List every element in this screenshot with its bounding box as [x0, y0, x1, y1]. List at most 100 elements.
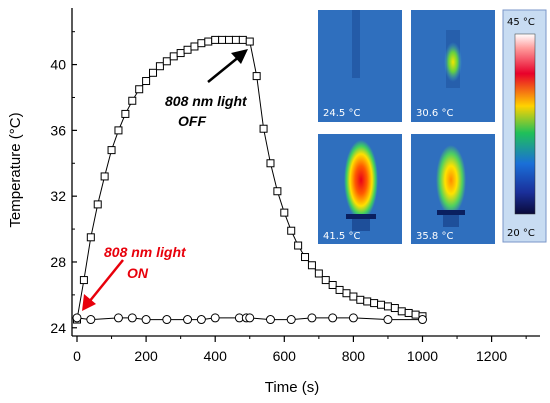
- y-axis-title: Temperature (°C): [7, 112, 24, 227]
- data-point-square: [377, 300, 386, 309]
- data-point-square: [218, 35, 227, 44]
- data-point-square: [128, 96, 137, 105]
- annotation-off-line1: 808 nm light: [165, 93, 248, 109]
- data-point-square: [245, 37, 254, 46]
- data-point-square: [321, 276, 330, 285]
- data-point-circle: [307, 313, 317, 323]
- data-point-square: [190, 42, 199, 51]
- data-point-square: [204, 37, 213, 46]
- data-point-square: [155, 62, 164, 71]
- data-point-square: [328, 281, 337, 290]
- data-point-square: [280, 208, 289, 217]
- x-tick-label: 1000: [407, 348, 438, 364]
- y-ticks: 24 28 32 36 40: [50, 31, 77, 336]
- thermal-label-2: 30.6 °C: [416, 108, 453, 119]
- data-point-square: [86, 233, 95, 242]
- data-point-circle: [127, 313, 137, 323]
- x-tick-label: 200: [134, 348, 158, 364]
- data-point-circle: [113, 313, 123, 323]
- data-point-square: [307, 261, 316, 270]
- data-point-square: [252, 72, 261, 81]
- data-point-square: [176, 49, 185, 58]
- data-point-square: [135, 85, 144, 94]
- data-point-square: [197, 39, 206, 48]
- x-tick-label: 0: [73, 348, 81, 364]
- data-point-square: [370, 299, 379, 308]
- x-tick-label: 400: [204, 348, 228, 364]
- data-point-square: [390, 304, 399, 313]
- plot-area: 24 28 32 36 40 0 200 400 600 800 1000 1200: [50, 8, 540, 364]
- data-point-square: [225, 35, 234, 44]
- data-point-square: [162, 57, 171, 66]
- data-point-square: [411, 310, 420, 319]
- data-point-circle: [183, 315, 193, 325]
- color-scale-max-label: 45 °C: [507, 17, 535, 28]
- thermal-label-4: 35.8 °C: [416, 231, 453, 242]
- data-point-square: [100, 172, 109, 181]
- data-point-square: [149, 68, 158, 77]
- data-point-square: [121, 109, 130, 118]
- data-point-square: [314, 269, 323, 278]
- data-point-square: [238, 35, 247, 44]
- x-ticks: 0 200 400 600 800 1000 1200: [73, 336, 527, 364]
- x-tick-label: 800: [342, 348, 366, 364]
- y-tick-label: 28: [50, 254, 66, 270]
- data-point-square: [169, 52, 178, 61]
- annotation-light-off: 808 nm light OFF: [165, 49, 248, 129]
- data-point-circle: [383, 315, 393, 325]
- annotation-light-on: 808 nm light ON: [82, 244, 187, 311]
- annotation-on-arrowhead: [82, 294, 96, 311]
- data-point-circle: [72, 313, 82, 323]
- annotation-on-line1: 808 nm light: [104, 244, 187, 260]
- series-markers: [72, 35, 427, 325]
- annotation-on-line2: ON: [127, 265, 149, 281]
- data-point-square: [363, 297, 372, 306]
- thermal-label-1: 24.5 °C: [323, 108, 360, 119]
- x-axis-title: Time (s): [265, 379, 319, 396]
- data-point-square: [349, 292, 358, 301]
- y-tick-label: 24: [50, 320, 66, 336]
- data-point-circle: [162, 315, 172, 325]
- data-point-square: [231, 35, 240, 44]
- data-point-circle: [286, 315, 296, 325]
- data-point-square: [273, 187, 282, 196]
- data-point-square: [397, 307, 406, 316]
- x-tick-label: 600: [273, 348, 297, 364]
- data-point-square: [383, 302, 392, 311]
- data-point-square: [342, 289, 351, 298]
- annotation-off-line2: OFF: [178, 113, 206, 129]
- thermal-image-2: 30.6 °C: [411, 10, 495, 122]
- x-tick-label: 1200: [476, 348, 507, 364]
- thermal-image-1: 24.5 °C: [318, 10, 402, 122]
- data-point-circle: [418, 315, 427, 325]
- y-tick-label: 32: [50, 188, 66, 204]
- data-point-square: [79, 276, 88, 285]
- data-point-square: [335, 285, 344, 294]
- data-point-square: [259, 124, 268, 133]
- data-point-square: [301, 253, 310, 262]
- data-point-square: [114, 126, 123, 135]
- y-tick-label: 36: [50, 122, 66, 138]
- annotation-on-arrow: [88, 259, 124, 303]
- data-point-square: [183, 45, 192, 54]
- data-point-circle: [328, 313, 338, 323]
- data-point-circle: [196, 315, 206, 325]
- data-point-circle: [86, 315, 96, 325]
- data-point-square: [142, 77, 151, 86]
- data-point-circle: [141, 315, 151, 325]
- thermal-image-4: 35.8 °C: [411, 134, 495, 244]
- thermal-label-3: 41.5 °C: [323, 231, 360, 242]
- data-point-square: [356, 295, 365, 304]
- data-point-square: [93, 200, 102, 209]
- y-tick-label: 40: [50, 57, 66, 73]
- data-point-circle: [265, 315, 275, 325]
- color-scale: 45 °C 20 °C: [502, 9, 547, 243]
- annotation-off-arrow: [207, 55, 241, 83]
- annotation-off-arrowhead: [231, 49, 248, 64]
- data-point-square: [107, 146, 116, 155]
- thermal-image-3: 41.5 °C: [318, 134, 402, 244]
- data-point-square: [404, 308, 413, 317]
- data-point-square: [287, 226, 296, 235]
- data-point-circle: [210, 313, 220, 323]
